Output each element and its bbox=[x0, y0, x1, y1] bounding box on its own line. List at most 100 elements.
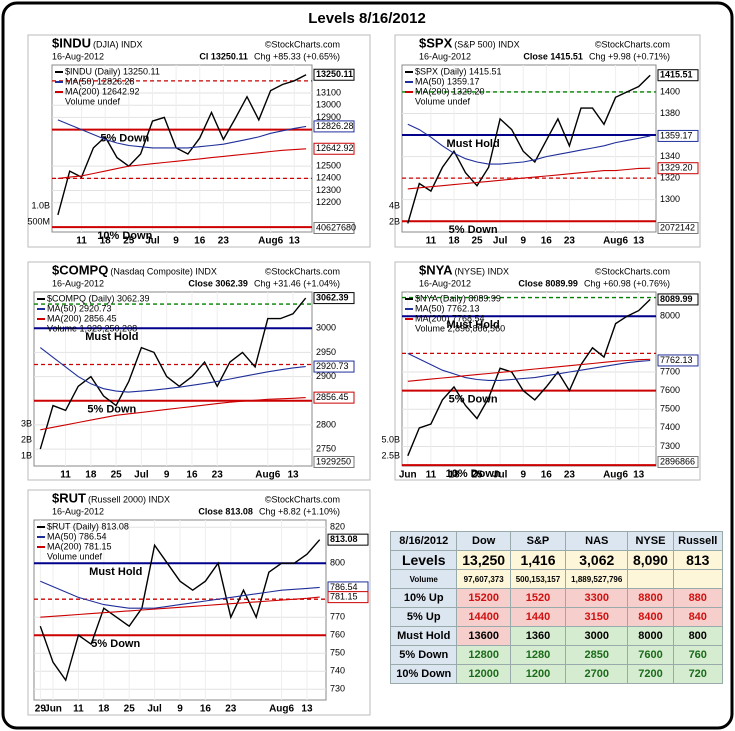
x-tick-label: 25 bbox=[124, 704, 136, 715]
table-cell: 10% Up bbox=[389, 588, 458, 608]
x-tick-label: 9 bbox=[520, 470, 526, 481]
price-line bbox=[57, 74, 307, 216]
x-tick-label: 25 bbox=[123, 236, 135, 247]
volume-tick-label: 3B bbox=[21, 418, 32, 428]
price-tag: 8089.99 bbox=[660, 294, 693, 304]
legend-label: MA(200) 781.15 bbox=[47, 541, 112, 551]
table-cell: S&P bbox=[509, 531, 567, 551]
volume-tick-label: 5.0B bbox=[381, 434, 400, 444]
description: (Nasdaq Composite) INDX bbox=[110, 266, 217, 276]
price-tag-box bbox=[313, 360, 355, 373]
x-tick-label: 18 bbox=[98, 704, 110, 715]
y-tick-label: 730 bbox=[330, 684, 345, 694]
description: (NYSE) INDX bbox=[454, 266, 509, 276]
x-tick-label: 23 bbox=[564, 236, 576, 247]
table-cell: 13600 bbox=[456, 626, 511, 646]
date: 16-Aug-2012 bbox=[419, 278, 471, 288]
table-cell: 1360 bbox=[509, 626, 567, 646]
quote: Close 1415.51 bbox=[523, 51, 583, 61]
volume-tick-label: 4B bbox=[389, 200, 400, 210]
table-cell: 1,416 bbox=[509, 550, 567, 570]
table-cell: 8400 bbox=[627, 607, 674, 627]
volume-tick-label: 1B bbox=[21, 450, 32, 460]
x-tick-label: 25 bbox=[471, 470, 483, 481]
x-tick-label: 11 bbox=[76, 236, 87, 247]
x-tick-label: 13 bbox=[289, 236, 301, 247]
price-tag-box bbox=[657, 162, 699, 175]
table-row: 5% Up 14400 1440 3150 8400 840 bbox=[389, 607, 723, 627]
x-tick-label: 29 bbox=[35, 704, 47, 715]
price-line bbox=[57, 148, 307, 179]
table-cell: Russell bbox=[672, 531, 723, 551]
change: Chg +9.98 (+0.71%) bbox=[589, 51, 670, 61]
table-cell: 3150 bbox=[565, 607, 629, 627]
legend-label: $NYA (Daily) 8089.99 bbox=[415, 293, 501, 303]
level-label: 5% Down bbox=[91, 638, 140, 650]
legend-label: Volume 2,896,866,560 bbox=[415, 323, 505, 333]
y-tick-label: 7600 bbox=[660, 385, 680, 395]
price-line bbox=[40, 596, 320, 618]
legend-label: MA(200) 7768.54 bbox=[415, 313, 485, 323]
source: ©StockCharts.com bbox=[265, 39, 340, 49]
x-tick-label: 25 bbox=[111, 470, 123, 481]
x-tick-label: Aug6 bbox=[603, 470, 628, 481]
table-cell: 5% Down bbox=[389, 645, 458, 665]
x-tick-label: Jul bbox=[493, 236, 508, 247]
x-tick-label: Jul bbox=[147, 704, 162, 715]
price-tag-box bbox=[327, 591, 369, 604]
price-tag: 813.08 bbox=[330, 534, 358, 544]
symbol: $NYA bbox=[419, 262, 453, 277]
y-tick-label: 7700 bbox=[660, 366, 680, 376]
table-cell: 500,153,157 bbox=[509, 569, 567, 589]
legend-label: Volume undef bbox=[47, 551, 103, 561]
table-row: 5% Down 12800 1280 2850 7600 760 bbox=[389, 645, 723, 665]
table-cell: 7200 bbox=[627, 664, 674, 684]
price-line bbox=[57, 119, 307, 149]
table-row: Levels 13,250 1,416 3,062 8,090 813 bbox=[389, 550, 723, 570]
symbol: $RUT bbox=[52, 490, 86, 505]
price-tag: 1329.20 bbox=[660, 163, 693, 173]
y-tick-label: 1400 bbox=[660, 86, 680, 96]
legend-label: MA(200) 2856.45 bbox=[47, 313, 117, 323]
price-tag: 1359.17 bbox=[660, 130, 693, 140]
y-tick-label: 800 bbox=[330, 558, 345, 568]
table-cell: 3300 bbox=[565, 588, 629, 608]
x-tick-label: Jul bbox=[134, 470, 149, 481]
x-tick-label: 13 bbox=[287, 470, 299, 481]
level-label: 10% Down bbox=[446, 468, 501, 480]
description: (DJIA) INDX bbox=[93, 39, 143, 49]
price-line bbox=[39, 297, 307, 450]
price-tag-box bbox=[657, 293, 699, 306]
price-line bbox=[407, 74, 651, 224]
price-tag: 13250.11 bbox=[316, 69, 353, 79]
volume-tag: 2896866 bbox=[660, 456, 695, 466]
source: ©StockCharts.com bbox=[595, 266, 670, 276]
table-row: 10% Up 15200 1520 3300 8800 880 bbox=[389, 588, 723, 608]
y-tick-label: 1320 bbox=[660, 173, 680, 183]
volume-tick-label: 2B bbox=[21, 434, 32, 444]
volume-tag: 1929250 bbox=[316, 456, 351, 466]
change: Chg +31.46 (+1.04%) bbox=[254, 278, 340, 288]
table-cell: NAS bbox=[565, 531, 629, 551]
level-label: 5% Down bbox=[87, 404, 136, 416]
price-tag-box bbox=[313, 292, 355, 305]
x-tick-label: Aug6 bbox=[603, 236, 628, 247]
volume-tick-label: 500M bbox=[27, 216, 50, 226]
volume-tag: 2072142 bbox=[660, 222, 695, 232]
plot-area bbox=[401, 64, 657, 233]
legend-label: Volume undef bbox=[415, 96, 471, 106]
symbol: $SPX bbox=[419, 35, 453, 50]
table-cell: 800 bbox=[672, 626, 723, 646]
table-cell: 12800 bbox=[456, 645, 511, 665]
price-tag-box bbox=[313, 68, 355, 81]
table-cell: 813 bbox=[672, 550, 723, 570]
price-tag: 12826.28 bbox=[316, 121, 354, 131]
table-cell: 2850 bbox=[565, 645, 629, 665]
table-cell: 8000 bbox=[627, 626, 674, 646]
table-cell: 1280 bbox=[509, 645, 567, 665]
quote: Close 813.08 bbox=[198, 506, 253, 516]
x-tick-label: Aug6 bbox=[255, 470, 280, 481]
legend-label: $INDU (Daily) 13250.11 bbox=[65, 66, 160, 76]
legend-label: Volume undef bbox=[65, 96, 121, 106]
